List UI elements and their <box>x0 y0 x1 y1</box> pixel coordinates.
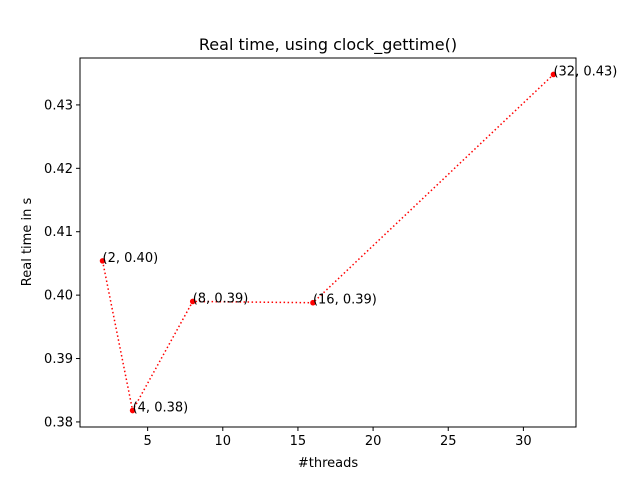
x-tick-label: 25 <box>440 434 457 449</box>
x-tick-label: 5 <box>143 434 151 449</box>
data-point <box>99 258 106 264</box>
y-tick-label: 0.41 <box>44 225 73 240</box>
x-tick-label: 15 <box>290 434 307 449</box>
plot-frame <box>79 57 577 428</box>
y-tick-label: 0.38 <box>44 415 73 430</box>
data-point <box>129 407 136 414</box>
data-label: (8, 0.39) <box>193 291 249 306</box>
y-axis-label: Real time in s <box>20 198 35 287</box>
chart-title: Real time, using clock_gettime() <box>199 35 457 55</box>
data-label: (16, 0.39) <box>313 293 377 308</box>
x-axis: 5 10 15 20 25 30 <box>143 427 532 449</box>
data-label: (32, 0.43) <box>553 64 617 79</box>
y-axis: 0.38 0.39 0.40 0.41 0.42 0.43 <box>44 98 80 430</box>
data-point <box>189 298 196 305</box>
data-label: (2, 0.40) <box>103 251 159 266</box>
y-tick-label: 0.42 <box>44 162 73 177</box>
x-tick-label: 10 <box>215 434 232 449</box>
y-tick-label: 0.43 <box>44 98 73 113</box>
y-tick-label: 0.40 <box>44 289 73 304</box>
data-point <box>310 299 316 306</box>
data-label: (4, 0.38) <box>133 401 189 416</box>
y-tick-label: 0.39 <box>44 352 73 367</box>
x-tick-label: 30 <box>515 434 532 449</box>
series-layer <box>99 71 557 414</box>
annotation-layer: (2, 0.40) (4, 0.38) (8, 0.39) (16, 0.39) (32… <box>103 64 618 415</box>
data-point <box>550 71 557 78</box>
x-tick-label: 20 <box>365 434 382 449</box>
x-axis-label: #threads <box>298 456 359 471</box>
